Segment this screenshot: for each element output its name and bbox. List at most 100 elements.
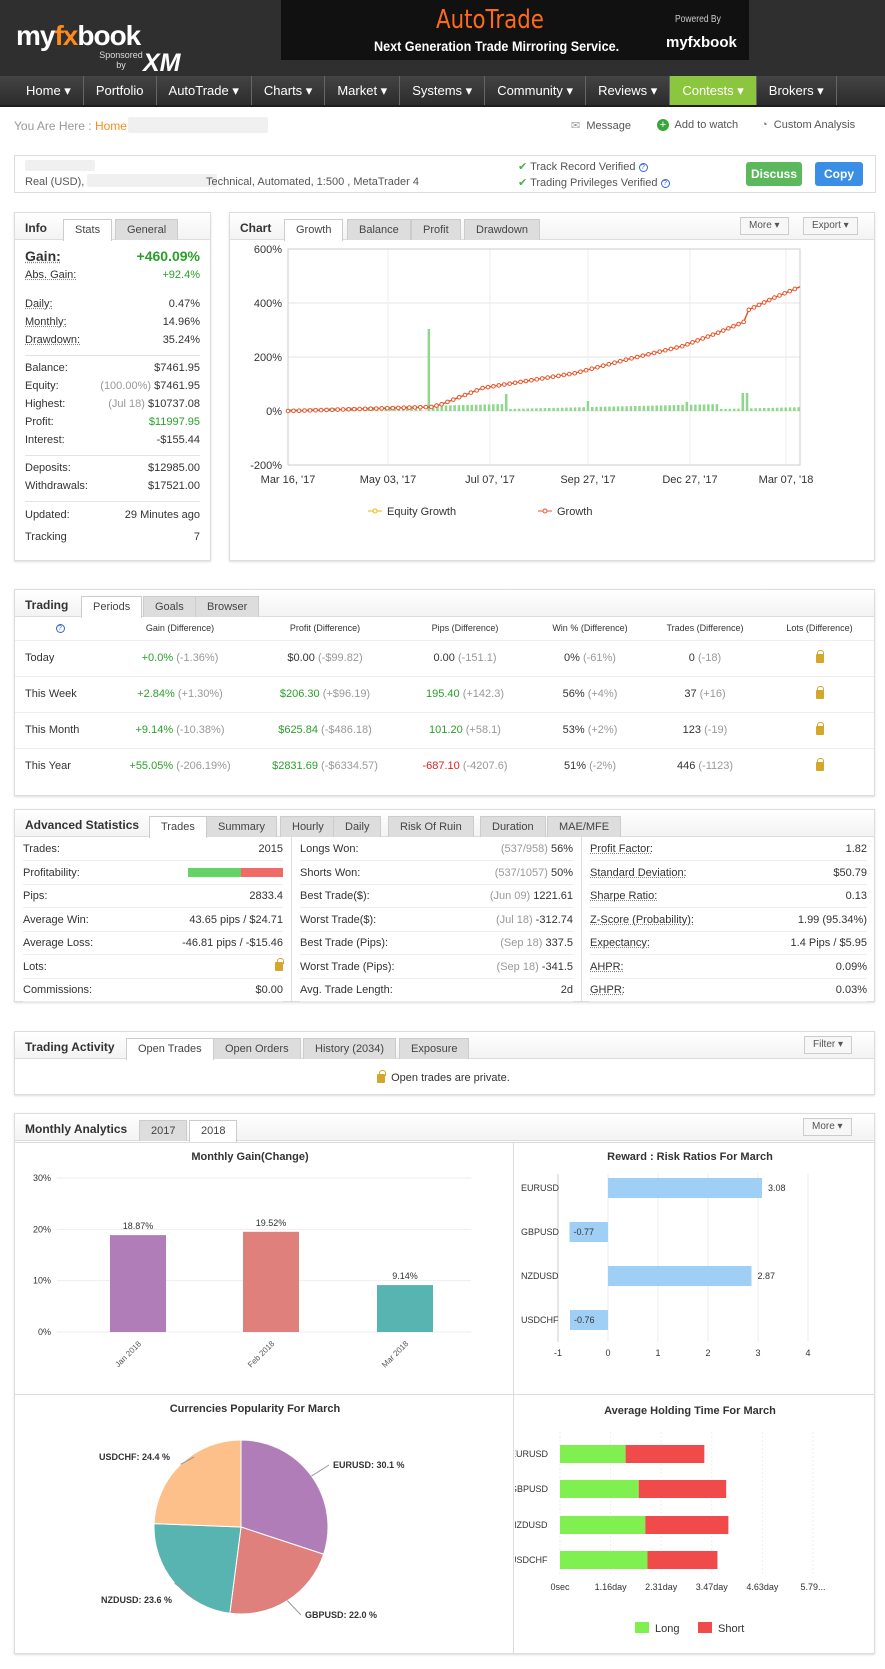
- x-tick-label: 2: [705, 1348, 710, 1358]
- tab-growth[interactable]: Growth: [284, 219, 344, 241]
- tab-stats[interactable]: Stats: [63, 219, 113, 241]
- nav-home[interactable]: Home ▾: [14, 76, 84, 105]
- stat-value: 0.03%: [835, 984, 867, 996]
- tab-2017[interactable]: 2017: [139, 1120, 188, 1141]
- nav-portfolio[interactable]: Portfolio: [84, 76, 157, 105]
- growth-point: [578, 369, 583, 374]
- activity-bar: [724, 408, 727, 411]
- growth-point: [640, 353, 646, 358]
- tab-hourly[interactable]: Hourly: [280, 816, 336, 837]
- custom-analysis-action[interactable]: ◔ Custom Analysis: [761, 119, 855, 131]
- activity-bar: [741, 393, 744, 411]
- deposits-label: Deposits:: [25, 462, 71, 474]
- add-to-watch-action[interactable]: + Add to watch: [657, 119, 738, 131]
- breadcrumb: You Are Here : Home: [14, 119, 127, 133]
- chart-title: Reward : Risk Ratios For March: [607, 1151, 773, 1163]
- stat-label: Commissions:: [23, 984, 93, 996]
- nav-contests[interactable]: Contests ▾: [670, 76, 757, 105]
- tab-summary[interactable]: Summary: [206, 816, 278, 837]
- growth-chart[interactable]: 600% 400% 200% 0% -200% Mar 16, '17 May 03, '1…: [230, 241, 874, 561]
- x-tick-label: Mar 16, '17: [261, 474, 316, 486]
- tab-general[interactable]: General: [115, 219, 179, 240]
- y-tick-label: 10%: [33, 1276, 51, 1286]
- tab-duration[interactable]: Duration: [480, 816, 546, 837]
- help-icon[interactable]: ?: [660, 178, 670, 188]
- growth-point: [674, 345, 679, 350]
- currency-popularity-chart[interactable]: Currencies Popularity For March EURUSD: 3…: [15, 1396, 511, 1652]
- stat-row: AHPR: 0.09%: [590, 955, 867, 979]
- track-label: Track Record Verified: [530, 161, 636, 173]
- nav-autotrade[interactable]: AutoTrade ▾: [157, 76, 252, 105]
- breadcrumb-home[interactable]: Home: [94, 119, 127, 133]
- copy-button[interactable]: Copy: [815, 162, 863, 186]
- growth-point: [629, 356, 634, 361]
- tracking-row[interactable]: Tracking 7: [25, 528, 200, 546]
- nav-reviews[interactable]: Reviews ▾: [586, 76, 671, 105]
- pie-label: GBPUSD: 22.0 %: [305, 1610, 377, 1620]
- period-win: 0% (-61%): [535, 639, 645, 676]
- monthly-header: Monthly Analytics 2017 2018 More ▾: [15, 1114, 874, 1142]
- chart-more-button[interactable]: More ▾: [740, 217, 789, 235]
- tab-goals[interactable]: Goals: [143, 596, 196, 617]
- growth-point: [572, 370, 578, 376]
- tab-risk-of-ruin[interactable]: Risk Of Ruin: [388, 816, 474, 837]
- chart-export-button[interactable]: Export ▾: [803, 217, 858, 235]
- monthly-more-button[interactable]: More ▾: [803, 1118, 852, 1136]
- activity-bar: [427, 329, 431, 411]
- legend-marker: [372, 508, 378, 514]
- stat-row: Sharpe Ratio: 0.13: [590, 884, 867, 908]
- bar-data-label: 2.87: [758, 1271, 776, 1281]
- lock-icon: [815, 757, 824, 771]
- nav-charts[interactable]: Charts ▾: [252, 76, 326, 105]
- activity-bar: [556, 407, 560, 411]
- tab-browser[interactable]: Browser: [195, 596, 260, 617]
- growth-point: [589, 366, 595, 371]
- nav-market[interactable]: Market ▾: [325, 76, 401, 105]
- legend-marker: [542, 508, 548, 514]
- activity-bar: [290, 409, 293, 411]
- myfxbook-logo[interactable]: myfxbook: [16, 20, 141, 51]
- reward-risk-chart[interactable]: Reward : Risk Ratios For March -1 0 1 2 3 4 EUR…: [515, 1144, 873, 1394]
- pie-connector: [180, 1456, 195, 1465]
- tab-balance[interactable]: Balance: [347, 219, 411, 240]
- tab-open-trades[interactable]: Open Trades: [126, 1038, 214, 1060]
- stat-label: Average Win:: [23, 913, 89, 926]
- tab-exposure[interactable]: Exposure: [399, 1038, 470, 1059]
- y-category-label: EURUSD: [521, 1183, 560, 1193]
- bar-data-label: 18.87%: [123, 1221, 154, 1231]
- growth-point: [285, 408, 291, 414]
- stat-row: GHPR: 0.03%: [590, 978, 867, 1002]
- tab-history[interactable]: History (2034): [303, 1038, 397, 1059]
- activity-bar: [720, 409, 723, 411]
- discuss-button[interactable]: Discuss: [746, 162, 802, 186]
- drawdown-value: 35.24%: [162, 334, 200, 346]
- tab-drawdown[interactable]: Drawdown: [464, 219, 540, 240]
- xm-sponsor-logo[interactable]: XM: [143, 49, 181, 77]
- holding-time-chart[interactable]: Average Holding Time For March 0sec 1.16da…: [515, 1396, 873, 1652]
- x-tick-label: 1.16day: [595, 1582, 628, 1592]
- nav-brokers[interactable]: Brokers ▾: [757, 76, 837, 105]
- tab-trades[interactable]: Trades: [149, 816, 207, 838]
- growth-point: [700, 336, 706, 341]
- message-action[interactable]: ✉ Message: [571, 119, 631, 132]
- help-icon[interactable]: ?: [638, 162, 648, 172]
- help-icon[interactable]: ?: [55, 624, 65, 634]
- filter-button[interactable]: Filter ▾: [804, 1036, 853, 1054]
- stat-row: Worst Trade($): (Jul 18) -312.74: [300, 908, 573, 932]
- tab-daily[interactable]: Daily: [333, 816, 382, 837]
- main-nav: Home ▾ Portfolio AutoTrade ▾ Charts ▾ Ma…: [0, 76, 885, 107]
- monthly-gain-chart[interactable]: Monthly Gain(Change) 30% 20% 10% 0% 18.87% Jan…: [15, 1144, 511, 1394]
- autotrade-banner[interactable]: AutoTrade Next Generation Trade Mirrorin…: [281, 0, 749, 60]
- tab-profit[interactable]: Profit: [411, 219, 461, 240]
- legend-swatch: [698, 1622, 712, 1633]
- nav-systems[interactable]: Systems ▾: [400, 76, 486, 105]
- tab-mae-mfe[interactable]: MAE/MFE: [547, 816, 622, 837]
- nav-community[interactable]: Community ▾: [485, 76, 587, 105]
- tab-open-orders[interactable]: Open Orders: [213, 1038, 301, 1059]
- activity-bar: [685, 402, 689, 411]
- period-profit: $206.30 (+$96.19): [255, 675, 395, 712]
- tab-periods[interactable]: Periods: [81, 596, 143, 618]
- y-category-label: USDCHF: [521, 1315, 559, 1325]
- tab-2018[interactable]: 2018: [189, 1120, 238, 1142]
- stat-value: (537/958) 56%: [500, 843, 573, 855]
